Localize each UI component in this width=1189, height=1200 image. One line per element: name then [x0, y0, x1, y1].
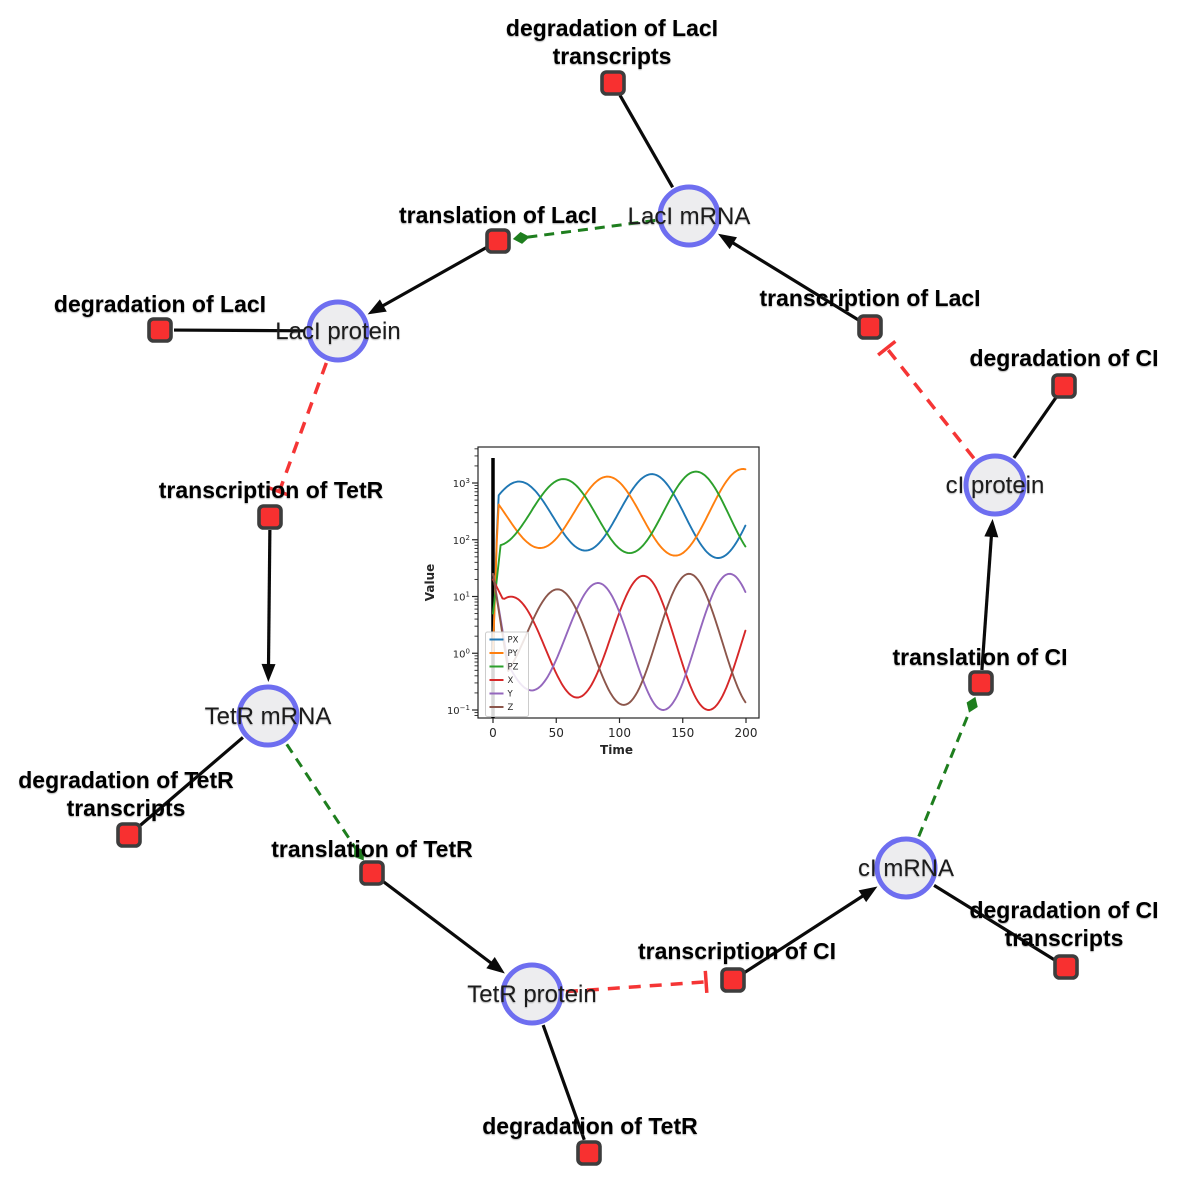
species-label-laci-mrna: LacI mRNA	[628, 203, 751, 230]
reaction-label-transcription-of-laci: transcription of LacI	[759, 285, 980, 311]
x-tick-label: 200	[735, 726, 758, 740]
reaction-label-degradation-of-tetr: degradation of TetR	[482, 1113, 698, 1139]
reaction-label-degradation-of-laci: degradation of LacI	[54, 291, 266, 317]
x-tick-label: 150	[671, 726, 694, 740]
legend-label-Z: Z	[508, 703, 514, 713]
species-node-laci-protein[interactable]	[306, 299, 370, 363]
plot-series-PZ	[492, 470, 747, 615]
plot-background	[423, 435, 784, 778]
edge-production-transl_ci-ci_protein	[980, 530, 994, 671]
edge-modifier-ci_mrna-transl_ci	[917, 710, 972, 838]
species-label-laci-protein: LacI protein	[275, 318, 400, 345]
reaction-label-transcription-of-ci: transcription of CI	[638, 938, 836, 964]
legend-label-PX: PX	[508, 636, 519, 646]
edge-inhibition-tetr_protein-txn_ci-tbar	[703, 970, 709, 993]
y-tick-label: 102	[453, 534, 470, 547]
legend-label-PZ: PZ	[508, 663, 519, 673]
edge-production-txn_ci-ci_mrna-arrowhead	[858, 886, 878, 903]
reaction-label-translation-of-laci: translation of LacI	[399, 202, 597, 228]
reaction-label-degradation-of-ci-transcripts: degradation of CI transcripts	[969, 897, 1158, 951]
reaction-node-degradation-of-tetr[interactable]	[576, 1140, 602, 1166]
edge-production-transl_laci-laci_protein	[377, 245, 488, 310]
reaction-node-degradation-of-laci-transcripts[interactable]	[600, 70, 626, 96]
species-node-tetr-protein[interactable]	[500, 962, 564, 1026]
edge-production-transl_ci-ci_protein-arrowhead	[984, 518, 999, 538]
edge-modifier-tetr_mrna-transl_tetr-diamond	[354, 846, 365, 861]
legend-label-X: X	[508, 676, 514, 686]
edge-production-txn_laci-laci_mrna-arrowhead	[717, 233, 737, 250]
plot-series-PY	[492, 468, 747, 655]
edge-consumption-ci_protein-deg_ci	[1012, 396, 1058, 459]
x-axis-label: Time	[600, 743, 633, 757]
plot-series-PX	[492, 473, 747, 655]
labels-layer: degradation of LacI transcripts translatio…	[18, 15, 1158, 1139]
reaction-node-translation-of-tetr[interactable]	[359, 860, 385, 886]
reaction-node-translation-of-ci[interactable]	[968, 670, 994, 696]
y-tick-label: 100	[453, 647, 470, 660]
edge-inhibition-laci_protein-txn_tetr-tbar	[268, 486, 291, 498]
edge-production-transl_laci-laci_protein-arrowhead	[367, 299, 387, 315]
legend-label-Y: Y	[507, 690, 514, 700]
plot-curves	[492, 468, 747, 711]
reaction-label-translation-of-ci: translation of CI	[892, 644, 1067, 670]
reaction-node-translation-of-laci[interactable]	[485, 228, 511, 254]
x-tick-label: 100	[608, 726, 631, 740]
species-node-tetr-mrna[interactable]	[236, 684, 300, 748]
edge-inhibition-ci_protein-txn_laci	[885, 347, 976, 460]
edge-modifier-ci_mrna-transl_ci-diamond	[966, 696, 978, 713]
reaction-node-degradation-of-ci[interactable]	[1051, 373, 1077, 399]
plot-series-Z	[492, 572, 747, 706]
reaction-node-degradation-of-laci[interactable]	[147, 317, 173, 343]
edge-inhibition-laci_protein-txn_tetr	[277, 362, 328, 493]
edge-inhibition-tetr_protein-txn_ci	[565, 980, 707, 994]
species-label-tetr-mrna: TetR mRNA	[205, 703, 332, 730]
edge-consumption-laci_mrna-deg_laci_tx	[618, 94, 675, 189]
edge-modifier-tetr_mrna-transl_tetr	[285, 743, 357, 849]
reaction-label-degradation-of-ci: degradation of CI	[969, 345, 1158, 371]
edge-production-txn_laci-laci_mrna	[727, 238, 860, 322]
reaction-node-transcription-of-tetr[interactable]	[257, 504, 283, 530]
x-tick-label: 0	[489, 726, 497, 740]
species-node-ci-protein[interactable]	[963, 453, 1027, 517]
reaction-label-transcription-of-tetr: transcription of TetR	[159, 477, 384, 503]
nodes-layer	[116, 70, 1079, 1166]
reaction-label-degradation-of-laci-transcripts: degradation of LacI transcripts	[506, 15, 718, 69]
edge-inhibition-ci_protein-txn_laci-tbar	[877, 339, 897, 357]
species-label-ci-protein: cI protein	[946, 472, 1045, 499]
species-label-tetr-protein: TetR protein	[467, 981, 596, 1008]
species-node-laci-mrna[interactable]	[657, 184, 721, 248]
plot-axes-box	[477, 446, 760, 719]
edge-production-transl_tetr-tetr_protein-arrowhead	[486, 957, 505, 974]
reaction-node-degradation-of-tetr-transcripts[interactable]	[116, 822, 142, 848]
edge-consumption-ci_mrna-deg_ci_tx	[933, 884, 1055, 961]
simulation-plot-inset: 0 50 100 150 200 Time 10−1 100 101 102 103 Value PX P…	[423, 435, 784, 778]
y-tick-label: 103	[453, 477, 470, 490]
edge-production-txn_tetr-tetr_mrna-arrowhead	[261, 663, 276, 683]
reaction-label-degradation-of-tetr-transcripts: degradation of TetR transcripts	[18, 767, 234, 821]
y-tick-label: 101	[453, 591, 470, 604]
reaction-node-transcription-of-ci[interactable]	[720, 967, 746, 993]
edge-consumption-tetr_mrna-deg_tetr_tx	[138, 736, 244, 828]
plot-series-Y	[492, 572, 747, 711]
y-tick-label: 10−1	[447, 704, 470, 717]
edge-production-transl_tetr-tetr_protein	[381, 879, 497, 968]
edge-production-txn_tetr-tetr_mrna	[266, 529, 272, 671]
edge-modifier-laci_mrna-transl_laci	[527, 218, 656, 239]
edge-consumption-tetr_protein-deg_tetr	[541, 1024, 586, 1141]
legend-label-PY: PY	[508, 649, 519, 659]
species-node-ci-mrna[interactable]	[874, 836, 938, 900]
species-label-ci-mrna: cI mRNA	[858, 855, 954, 882]
x-tick-label: 50	[549, 726, 564, 740]
reaction-node-transcription-of-laci[interactable]	[857, 314, 883, 340]
edge-consumption-laci_protein-deg_laci	[173, 328, 306, 333]
edge-modifier-laci_mrna-transl_laci-diamond	[512, 232, 530, 244]
y-axis-label: Value	[423, 564, 437, 602]
edges-layer	[138, 94, 1058, 1141]
reaction-node-degradation-of-ci-transcripts[interactable]	[1053, 954, 1079, 980]
edge-production-txn_ci-ci_mrna	[743, 891, 869, 975]
reaction-label-translation-of-tetr: translation of TetR	[271, 836, 473, 862]
